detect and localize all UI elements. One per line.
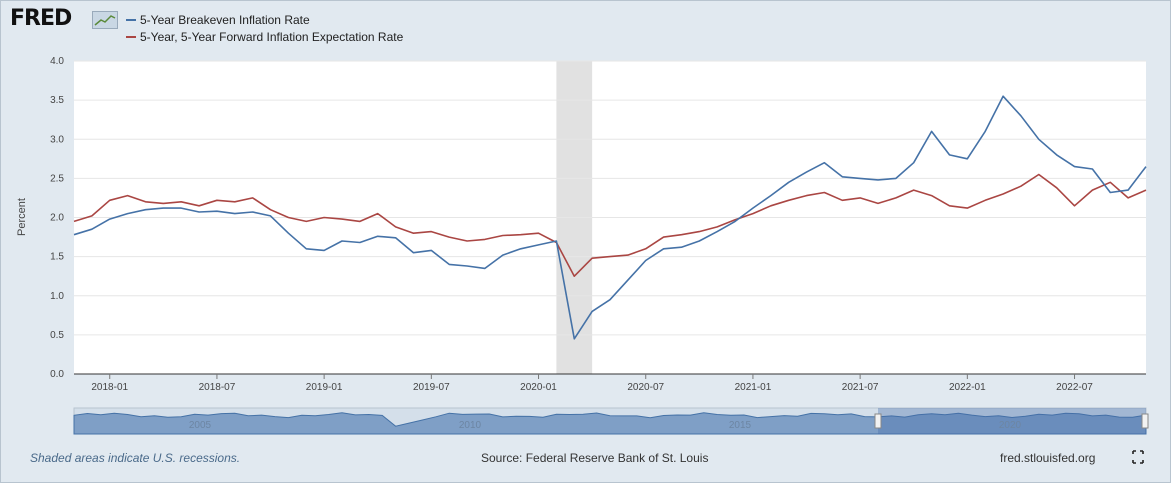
navigator-selection [878,408,1146,434]
legend-label-breakeven: 5-Year Breakeven Inflation Rate [140,12,310,27]
legend-swatch-breakeven [126,18,136,21]
navigator-year-label: 2015 [729,420,752,431]
chart-legend: 5-Year Breakeven Inflation Rate 5-Year, … [126,11,403,45]
y-tick-label: 1.5 [50,252,64,263]
x-tick-label: 2022-07 [1056,382,1093,393]
y-tick-label: 3.5 [50,95,64,106]
series-line-breakeven [73,95,1147,340]
x-tick-label: 2018-07 [199,382,236,393]
site-link[interactable]: fred.stlouisfed.org [1000,451,1096,465]
grid-layer [74,60,1146,375]
y-tick-labels: 0.0 0.5 1.0 1.5 2.0 2.5 3.0 3.5 4.0 [50,56,64,380]
x-tick-label: 2021-01 [735,382,772,393]
x-tick-label: 2022-01 [949,382,986,393]
navigator-year-label: 2010 [459,420,482,431]
source-text: Source: Federal Reserve Bank of St. Loui… [481,451,709,465]
y-tick-label: 4.0 [50,56,64,67]
series-line-forward [73,173,1147,278]
navigator-year-label: 2005 [189,420,212,431]
x-tick-label: 2020-01 [520,382,557,393]
fred-logo[interactable]: FRED [10,6,72,31]
navigator[interactable]: 2005 2010 2015 2020 [73,407,1149,435]
legend-item-breakeven[interactable]: 5-Year Breakeven Inflation Rate [126,11,403,28]
legend-swatch-forward [126,35,136,38]
y-tick-label: 3.0 [50,134,64,145]
x-tick-label: 2020-07 [627,382,664,393]
y-tick-label: 1.0 [50,291,64,302]
navigator-handle-right[interactable] [1141,413,1149,429]
fullscreen-icon[interactable] [1132,450,1144,464]
recession-note: Shaded areas indicate U.S. recessions. [30,451,241,465]
fred-logo-graph-icon [92,11,118,29]
x-tick-label: 2018-01 [91,382,128,393]
x-tick-label: 2021-07 [842,382,879,393]
legend-label-forward: 5-Year, 5-Year Forward Inflation Expecta… [140,29,404,44]
y-tick-label: 0.5 [50,330,64,341]
y-axis-label: Percent [16,198,28,236]
y-tick-label: 0.0 [50,369,64,380]
y-tick-label: 2.0 [50,213,64,224]
series-layer [73,95,1147,340]
legend-item-forward[interactable]: 5-Year, 5-Year Forward Inflation Expecta… [126,28,403,45]
x-tick-label: 2019-01 [306,382,343,393]
y-tick-label: 2.5 [50,173,64,184]
navigator-year-label: 2020 [999,420,1022,431]
navigator-handle-left[interactable] [874,413,882,429]
x-tick-label: 2019-07 [413,382,450,393]
x-tick-labels: 2018-01 2018-07 2019-01 2019-07 2020-01 2020-… [91,374,1093,393]
